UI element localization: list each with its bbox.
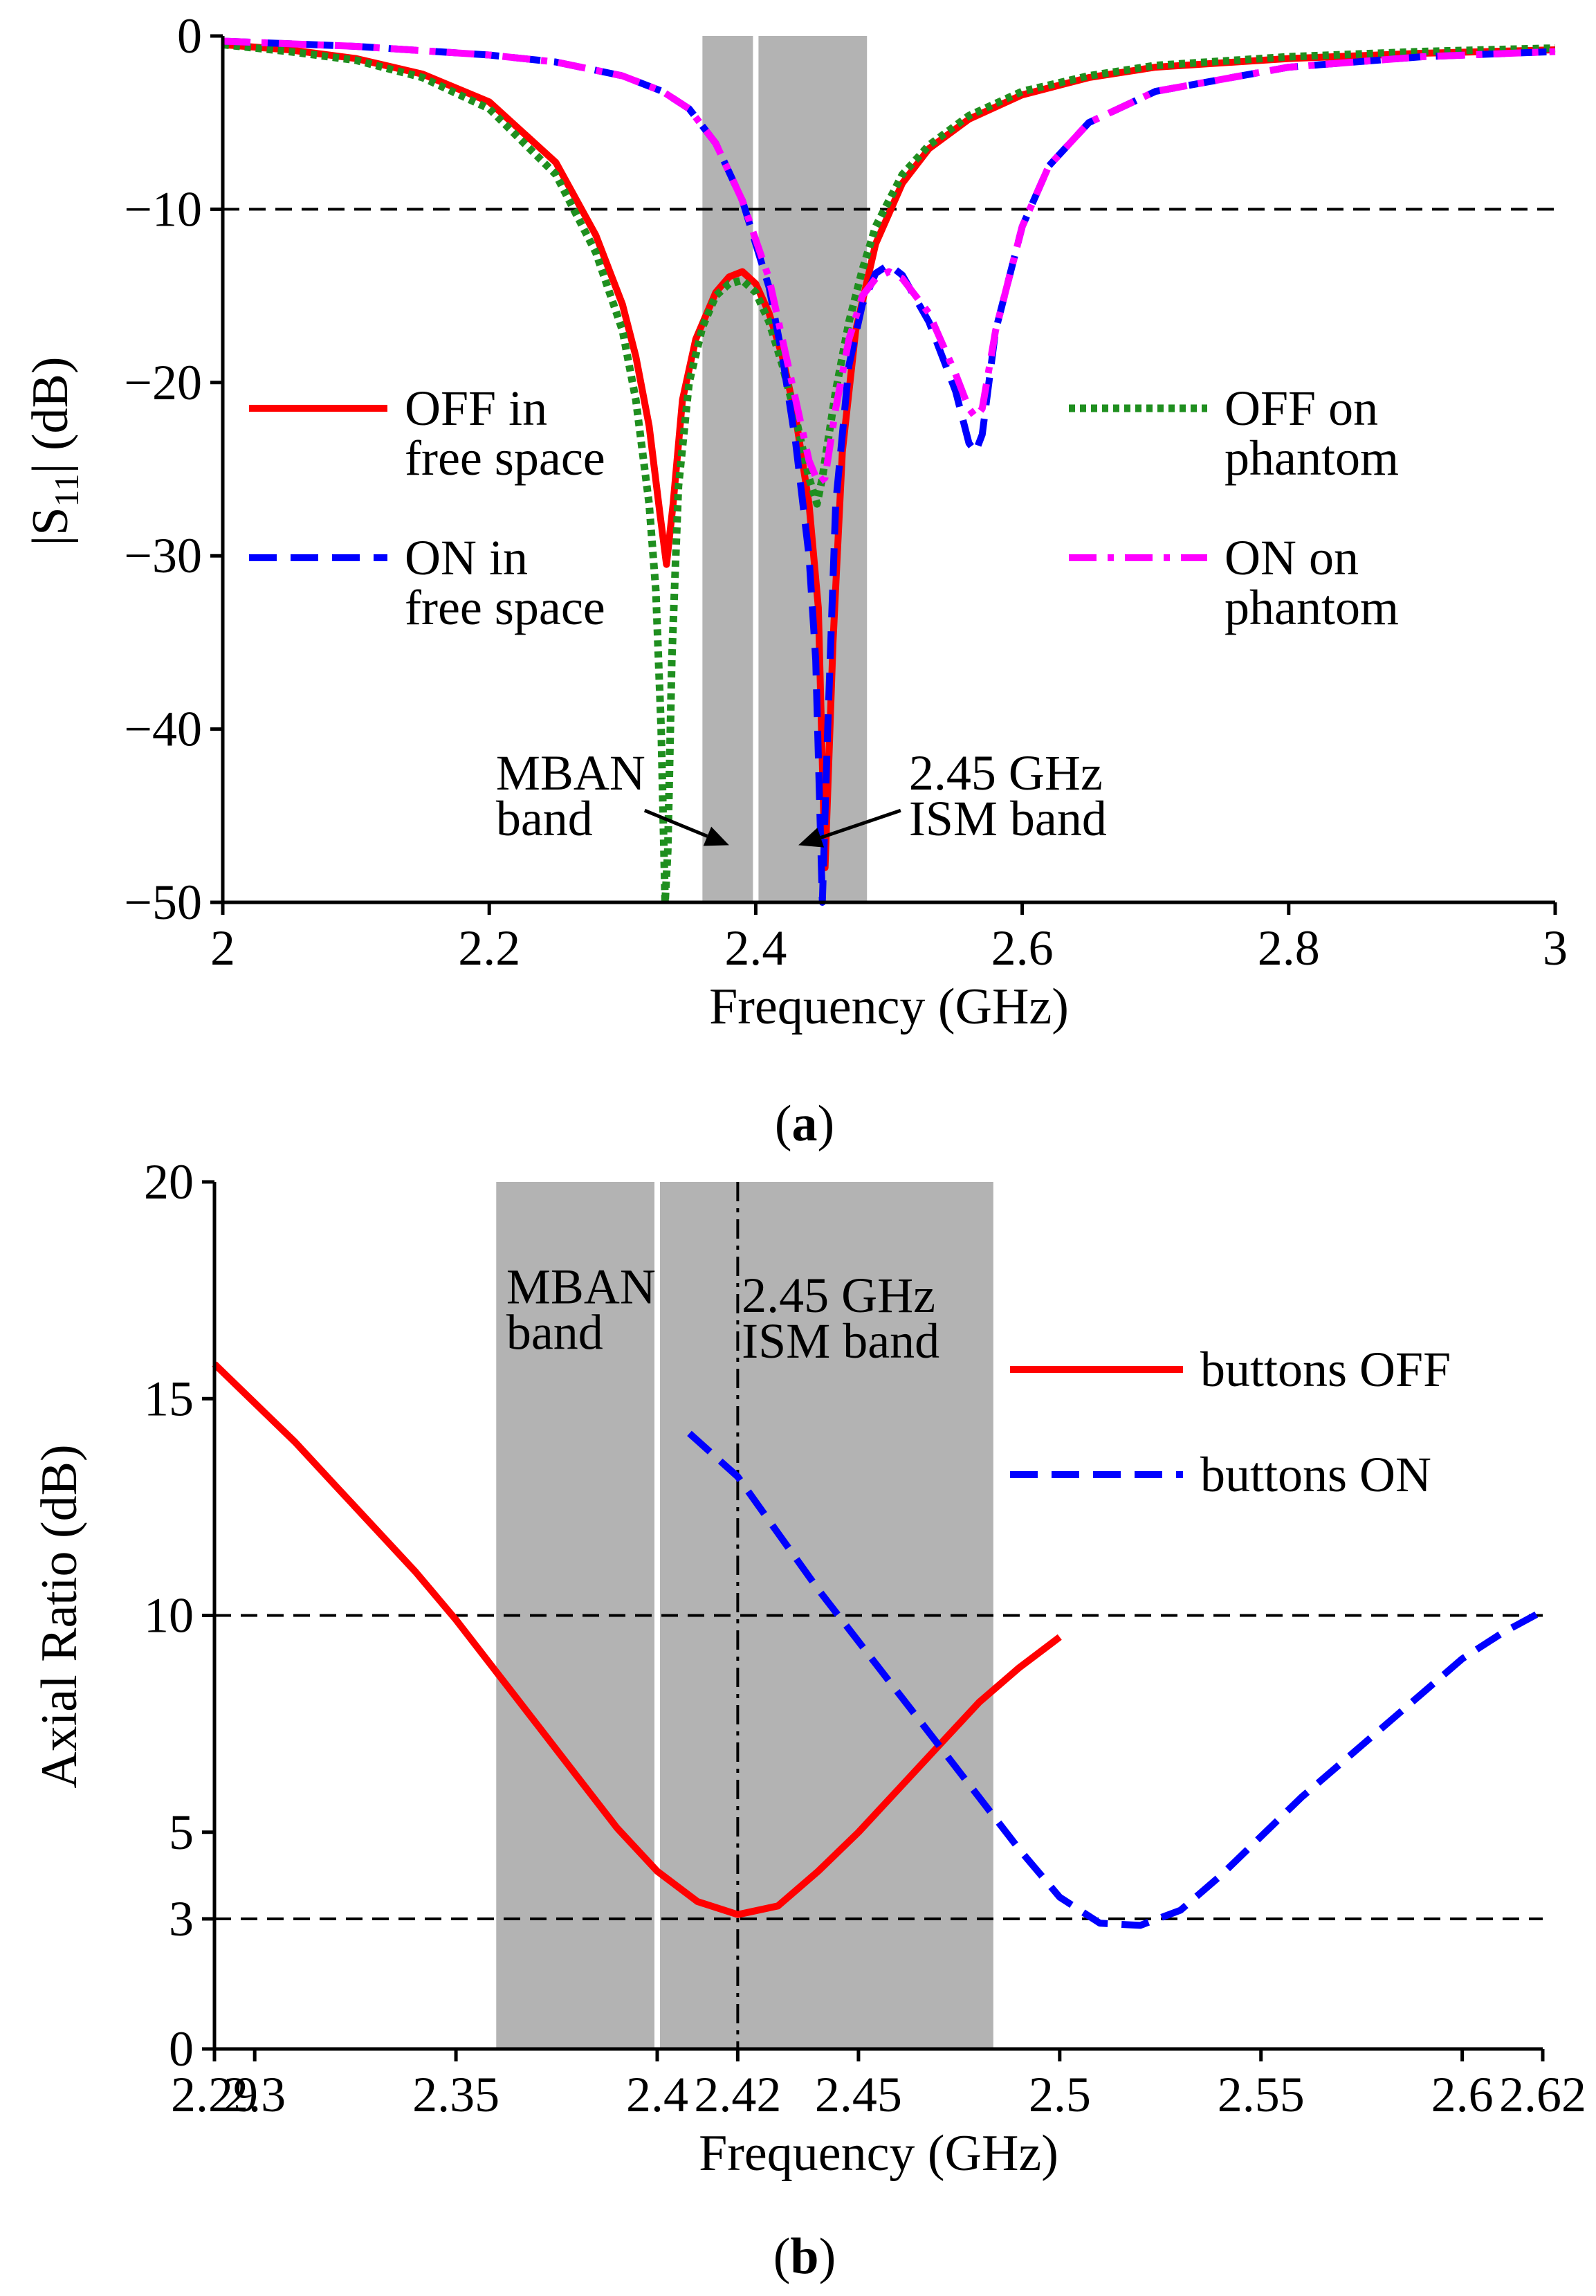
panel-b-y-axis-label: Axial Ratio (dB) xyxy=(31,1444,88,1788)
panel-b-x-tick-label: 2.62 xyxy=(1499,2067,1586,2122)
panel-b-y-tick-label: 10 xyxy=(144,1588,194,1643)
panel-a-caption: (a) xyxy=(775,1095,834,1152)
panel-a-caption-letter: a xyxy=(792,1095,818,1152)
panel-a-y-axis-label: |S11| (dB) xyxy=(22,356,86,545)
panel-a-legend-label: free space xyxy=(405,580,605,635)
panel-b-y-tick-label: 20 xyxy=(144,1154,194,1210)
panel-b-band-annotation: 2.45 GHz xyxy=(742,1268,935,1323)
panel-a-legend-label: ON in xyxy=(405,530,528,585)
panel-a-y-tick-label: −20 xyxy=(124,355,202,410)
panel-a-y-axis-label-sub: 11 xyxy=(47,473,86,507)
panel-a-legend-label: phantom xyxy=(1224,580,1399,635)
panel-a-annotation-arrow-line xyxy=(643,808,708,838)
panel-b-y-tick-label: 0 xyxy=(169,2021,194,2077)
panel-a-band-annotation: band xyxy=(496,791,593,846)
panel-a-legend-label: ON on xyxy=(1224,530,1359,585)
panel-a-legend-label: OFF on xyxy=(1224,381,1378,436)
panel-a-x-axis-label: Frequency (GHz) xyxy=(709,978,1069,1035)
panel-b-y-tick-label: 5 xyxy=(169,1805,194,1860)
panel-a-x-tick-label: 3 xyxy=(1543,920,1568,976)
panel-a-annotation-arrow-head xyxy=(798,828,825,848)
panel-b-caption-open: ( xyxy=(773,2228,791,2285)
panel-b-legend-label: buttons ON xyxy=(1200,1447,1431,1502)
panel-a-annotation-arrow-line xyxy=(820,808,901,839)
panel-a-legend-label: OFF in xyxy=(405,381,547,436)
panel-b-x-tick-label: 2.6 xyxy=(1431,2067,1494,2122)
panel-b-series-buttons-off xyxy=(212,1361,1062,1918)
panel-b-legend-label: buttons OFF xyxy=(1200,1342,1451,1397)
panel-a-band-annotation: ISM band xyxy=(909,791,1107,846)
panel-a-mban-band xyxy=(702,36,753,902)
panel-a-series-on-on-phantom xyxy=(222,37,1556,486)
panel-a-caption-open: ( xyxy=(775,1095,792,1152)
panel-b-band-annotation: ISM band xyxy=(742,1313,939,1369)
panel-b-y-tick-label: 15 xyxy=(144,1371,194,1426)
panel-a-x-tick-label: 2.8 xyxy=(1258,920,1320,976)
panel-a-y-tick-label: 0 xyxy=(177,8,202,64)
panel-b-mban-band xyxy=(496,1182,654,2049)
panel-b-x-axis-label: Frequency (GHz) xyxy=(699,2125,1058,2182)
panel-a-y-tick-label: −50 xyxy=(124,875,202,930)
panel-b-x-tick-label: 2.42 xyxy=(694,2067,781,2122)
panel-a-annotation-arrow-head xyxy=(703,826,729,846)
panel-b-caption: (b) xyxy=(773,2228,836,2285)
panel-a-x-tick-label: 2.4 xyxy=(724,920,787,976)
panel-a-caption-close: ) xyxy=(818,1095,835,1152)
panel-a-x-tick-label: 2.6 xyxy=(991,920,1054,976)
panel-b-x-tick-label: 2.55 xyxy=(1218,2067,1305,2122)
panel-b-caption-close: ) xyxy=(819,2228,836,2285)
panel-b-x-tick-label: 2.4 xyxy=(626,2067,688,2122)
panel-a-y-axis-label-main: |S xyxy=(22,507,79,546)
panel-a-x-tick-label: 2 xyxy=(210,920,235,976)
panel-a-y-axis-label-rest: | (dB) xyxy=(22,356,79,473)
panel-b-y-tick-label: 3 xyxy=(169,1891,194,1947)
panel-a-legend-label: phantom xyxy=(1224,430,1399,486)
panel-a-y-tick-label: −10 xyxy=(124,181,202,237)
panel-a-legend-label: free space xyxy=(405,430,605,486)
panel-a-y-tick-label: −40 xyxy=(124,702,202,757)
panel-b-caption-letter: b xyxy=(790,2228,818,2285)
panel-b-band-annotation: MBAN xyxy=(506,1259,656,1314)
panel-a-y-tick-label: −30 xyxy=(124,528,202,583)
panel-b-x-tick-label: 2.35 xyxy=(412,2067,499,2122)
panel-b-x-tick-label: 2.5 xyxy=(1029,2067,1091,2122)
panel-a-x-tick-label: 2.2 xyxy=(458,920,520,976)
panel-b-x-tick-label: 2.3 xyxy=(223,2067,286,2122)
panel-b-x-tick-label: 2.29 xyxy=(171,2067,258,2122)
panel-a-band-annotation: 2.45 GHz xyxy=(909,745,1103,801)
panel-b-band-annotation: band xyxy=(506,1304,603,1360)
panel-b-x-tick-label: 2.45 xyxy=(815,2067,902,2122)
panel-a-band-annotation: MBAN xyxy=(496,745,645,801)
